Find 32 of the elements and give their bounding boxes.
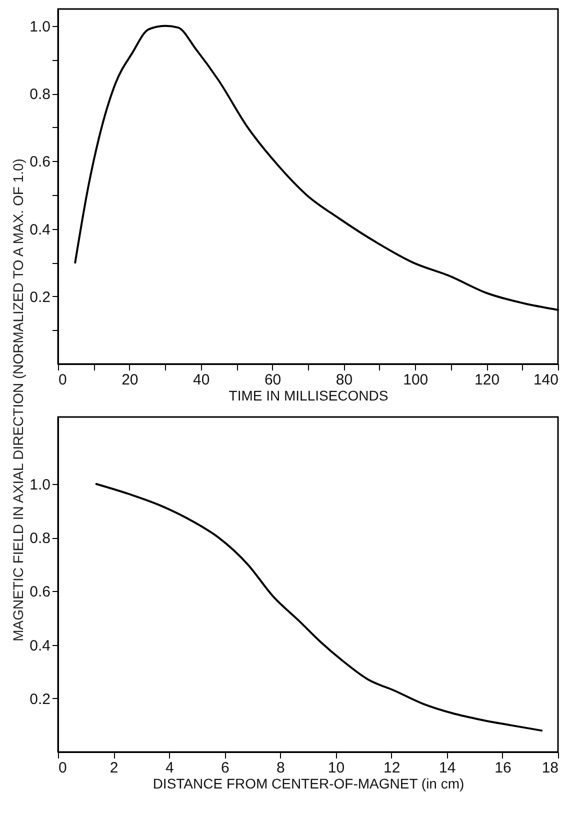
x-tick-label: 20 [122,372,138,388]
y-tick-label: 0.4 [30,637,50,654]
x-tick-label: 14 [439,760,456,776]
y-tick-label: 0.6 [30,154,50,171]
x-tick-label: 100 [403,372,428,388]
x-tick-label: 140 [533,372,558,388]
y-tick-label: 1.0 [30,476,50,494]
x-tick-label: 0 [58,372,67,388]
x-tick-label: 18 [542,760,558,776]
y-tick-label: 0.6 [30,584,50,601]
x-tick-label: 8 [276,760,285,776]
y-tick-label: 0.8 [30,86,50,104]
x-tick-label: 4 [165,760,174,776]
y-axis-title: MAGNETIC FIELD IN AXIAL DIRECTION (NORMALIZED TO A MAX. OF 1.0) [10,158,26,642]
x-tick-label: 6 [220,760,230,776]
y-tick-label: 1.0 [30,18,50,36]
y-tick-label: 0.4 [30,221,50,238]
y-tick-label: 0.2 [30,288,50,306]
x-tick-label: 12 [383,760,400,776]
x-axis-title: TIME IN MILLISECONDS [228,388,388,404]
x-tick-label: 120 [474,372,500,388]
x-tick-label: 0 [58,760,67,776]
x-tick-label: 80 [336,372,353,388]
y-tick-label: 0.2 [30,690,50,708]
x-tick-label: 10 [328,760,345,776]
x-tick-label: 40 [193,372,210,388]
x-axis-title: DISTANCE FROM CENTER-OF-MAGNET (in cm) [152,776,464,792]
y-tick-label: 0.8 [30,530,50,548]
line-series [95,483,543,732]
x-tick-label: 2 [110,760,118,776]
x-tick-label: 60 [264,372,282,388]
x-tick-label: 16 [494,760,512,776]
